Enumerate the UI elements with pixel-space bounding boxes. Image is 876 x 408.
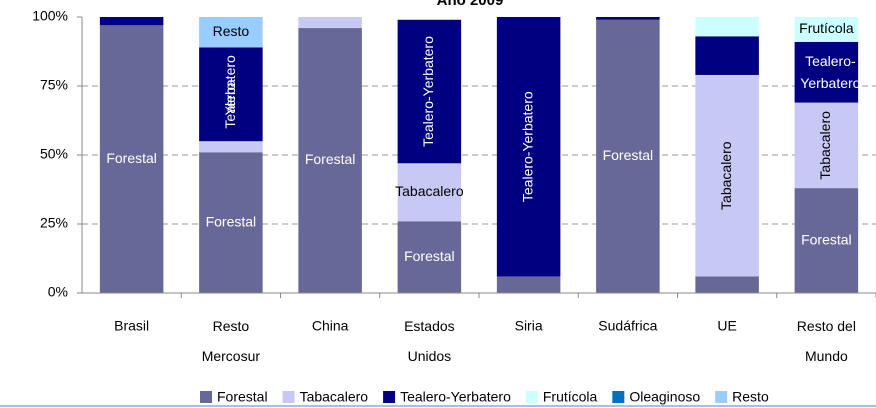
- bar-label-line: Yerbatero: [222, 55, 238, 115]
- x-tick-line: Estados: [404, 318, 455, 334]
- legend-label: Tabacalero: [300, 389, 369, 405]
- x-tick-line: Mercosur: [202, 348, 261, 364]
- bar-segment: [397, 221, 462, 293]
- y-tick-label: 75%: [40, 77, 68, 93]
- bar-segment: [794, 188, 859, 293]
- bar-segment: [496, 276, 561, 293]
- bar-label: Tabacalero: [395, 183, 464, 199]
- bar-label-group: Tabacalero: [395, 183, 464, 199]
- x-tick-line: Resto del: [797, 318, 856, 334]
- bar-segment: [695, 276, 759, 293]
- bar-label-line: Tealero-: [222, 78, 238, 129]
- bar-label: Forestal: [305, 151, 356, 167]
- bar-segment: [794, 102, 859, 189]
- bar-label: Forestal: [106, 150, 157, 166]
- bar-label-group: Resto: [213, 23, 250, 39]
- bar-label-line: Yerbatero: [800, 75, 860, 91]
- bar-label-group: Forestal: [305, 151, 356, 167]
- bar-segment: [496, 17, 561, 277]
- bar-segment: [695, 17, 759, 37]
- chart-title: Año 2009: [437, 0, 504, 9]
- legend-label: Oleaginoso: [629, 389, 700, 405]
- legend-swatch: [383, 391, 396, 403]
- x-tick-label: Resto del Mundo: [797, 318, 856, 364]
- bar-label: Tabacalero: [817, 111, 833, 180]
- bar-label: Forestal: [206, 213, 257, 229]
- bar-label-group: Forestal: [106, 150, 157, 166]
- legend-swatch: [525, 391, 538, 403]
- bar-label-group: Tealero-Yerbatero: [420, 36, 436, 147]
- bar-label-group: Tabacalero: [817, 111, 833, 180]
- x-tick-line: Mundo: [805, 348, 848, 364]
- bar-segment: [794, 41, 859, 103]
- legend-label: Resto: [732, 389, 769, 405]
- bar-label: Forestal: [801, 231, 852, 247]
- bar-label: Forestal: [603, 147, 654, 163]
- bar-segment: [596, 17, 660, 20]
- bar-label-line: Tealero-: [805, 53, 856, 69]
- bar-label-group: Forestal: [206, 213, 257, 229]
- bar-segment: [199, 47, 263, 142]
- bar-segment: [298, 17, 362, 29]
- bar-segment: [199, 152, 263, 293]
- x-tick-label: Estados Unidos: [404, 318, 455, 364]
- bar-segment: [695, 36, 759, 75]
- bar-segment: [397, 19, 462, 164]
- y-tick-label: 25%: [40, 215, 68, 231]
- legend-swatch: [612, 391, 625, 403]
- x-tick-label: UE: [717, 318, 736, 334]
- bar-label: Forestal: [404, 248, 455, 264]
- legend-swatch: [200, 391, 212, 403]
- x-tick-line: Resto: [213, 318, 250, 334]
- bar-label-group: Tealero-Yerbatero: [222, 55, 238, 129]
- x-tick-label: Brasil: [114, 318, 149, 334]
- legend-swatch: [282, 391, 295, 403]
- bar-segment: [397, 163, 462, 222]
- bar-segment: [199, 141, 263, 153]
- bar-segment: [596, 19, 660, 293]
- bar-label-group: Forestal: [801, 231, 852, 247]
- bar-segment: [99, 25, 164, 294]
- bar-label: Frutícola: [799, 20, 854, 36]
- bar-segment: [199, 17, 263, 48]
- bar-label: Tealero-Yerbatero: [519, 91, 535, 202]
- x-tick-label: Resto Mercosur: [202, 318, 261, 364]
- legend-swatch: [715, 391, 728, 403]
- bar-label: Tealero-Yerbatero: [420, 36, 436, 147]
- legend-label: Tealero-Yerbatero: [400, 389, 511, 405]
- bar-label: Tealero- Yerbatero: [800, 53, 860, 91]
- bar-label-group: Tabacalero: [718, 141, 734, 210]
- bar-segment: [99, 17, 164, 26]
- bar-label-group: Tealero-Yerbatero: [519, 91, 535, 202]
- bar-label: Tealero-Yerbatero: [222, 55, 238, 129]
- legend-label: Forestal: [217, 389, 268, 405]
- bar-label-group: Tealero- Yerbatero: [800, 53, 860, 91]
- y-tick-label: 100%: [32, 8, 68, 24]
- bar-label-group: Frutícola: [799, 20, 854, 36]
- bar-label-group: Forestal: [404, 248, 455, 264]
- bar-label: Resto: [213, 23, 250, 39]
- x-tick-label: China: [312, 318, 349, 334]
- bar-segment: [695, 74, 759, 277]
- bar-segment: [298, 28, 362, 293]
- x-tick-label: Sudáfrica: [598, 318, 657, 334]
- y-tick-label: 0%: [48, 284, 68, 300]
- bar-segment: [794, 17, 859, 42]
- x-tick-line: Unidos: [408, 348, 452, 364]
- bar-label-group: Forestal: [603, 147, 654, 163]
- x-tick-label: Siria: [515, 318, 543, 334]
- legend-label: Frutícola: [543, 389, 598, 405]
- bar-label: Tabacalero: [718, 141, 734, 210]
- y-tick-label: 50%: [40, 146, 68, 162]
